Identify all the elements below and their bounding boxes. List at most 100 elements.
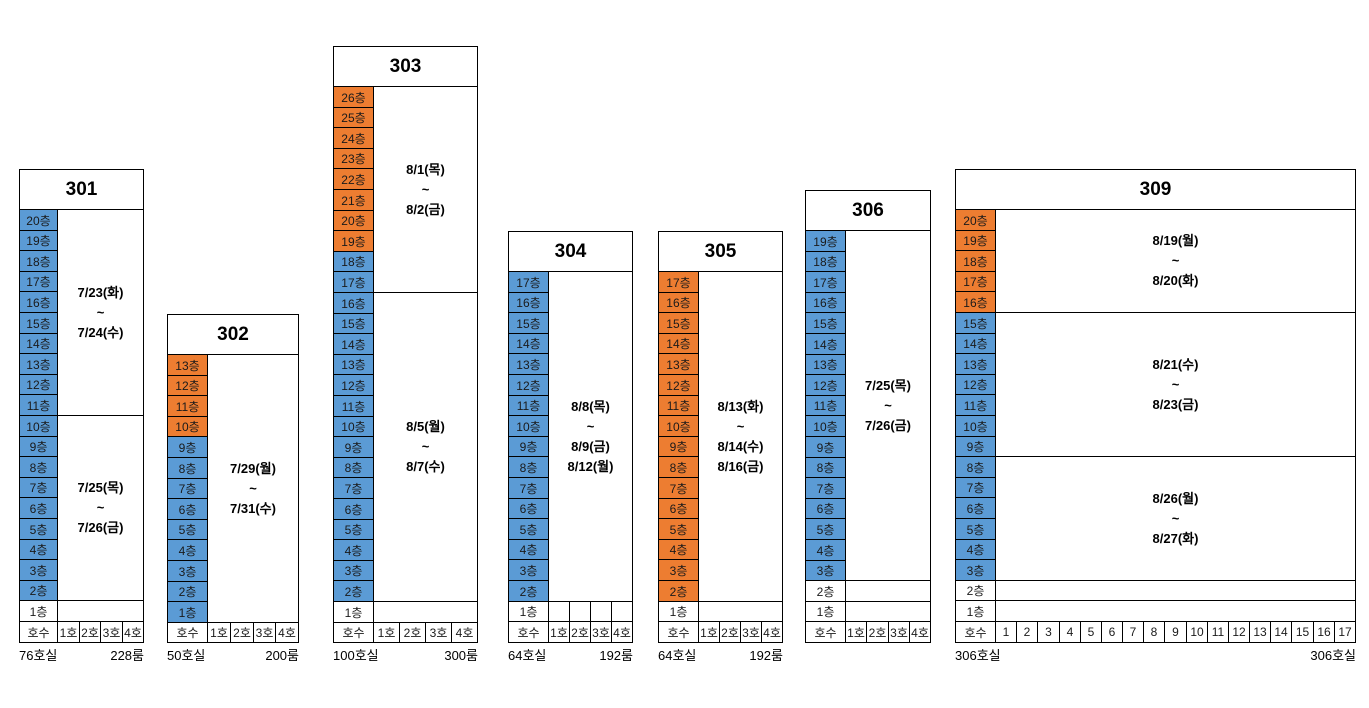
floor-cell: 16층 (658, 292, 699, 313)
floor-cell: 20층 (955, 209, 996, 231)
total-room-label: 192룸 (599, 648, 633, 663)
first-floor-subcell (569, 601, 591, 622)
floor-cell: 21층 (333, 189, 374, 211)
unit-cell: 4호 (611, 621, 633, 643)
floor-cell: 1층 (167, 601, 208, 623)
floor-cell: 17층 (333, 271, 374, 293)
schedule-section: 8/13(화) ~8/14(수) 8/16(금) (698, 271, 783, 602)
floor-cell: 2층 (658, 580, 699, 602)
building-303: 303 26층 25층 24층 23층 22층 21층 20층 19층 18층 17층 16층 15층 1… (333, 46, 478, 666)
unit-cell: 1 (995, 621, 1017, 643)
floor-cell: 17층 (508, 271, 549, 293)
schedule-date-line: 8/23(금) (1152, 396, 1199, 412)
floor-cell: 5층 (167, 519, 208, 540)
floor-cell: 18층 (333, 251, 374, 272)
schedule-date-line: ~ (736, 418, 745, 434)
floor-cell: 5층 (805, 518, 846, 540)
floor-cell: 14층 (333, 333, 374, 355)
floor-cell: 19층 (19, 230, 58, 251)
floor-cell: 4층 (955, 539, 996, 560)
room-count-label: 306호실 (955, 648, 1001, 663)
floor-cell: 17층 (658, 271, 699, 293)
first-floor-subcell (611, 601, 633, 622)
floor-cell: 10층 (167, 416, 208, 437)
unit-cell: 3호 (590, 621, 612, 643)
schedule-date-line: ~ (586, 418, 595, 434)
unit-cell: 1호 (373, 622, 400, 643)
unit-header-cell: 호수 (508, 621, 549, 643)
floor-cell: 15층 (805, 312, 846, 334)
building-306: 306 19층 18층 17층 16층 15층 14층 13층 12층 11층 10층 9층 8층 7층 6… (805, 190, 931, 666)
floor-cell: 14층 (955, 333, 996, 354)
schedule-date-line: 7/29(월) (230, 460, 276, 476)
schedule-date-line: 8/19(월) (1152, 233, 1199, 248)
schedule-date-line: 8/12(월) (567, 458, 614, 474)
unit-cell: 7 (1122, 621, 1144, 643)
building-footer: 100호실 300룸 (333, 645, 478, 664)
floor-cell: 8층 (19, 456, 58, 478)
floor-cell: 8층 (805, 457, 846, 478)
schedule-date-line: 8/2(금) (406, 201, 445, 217)
floor-cell: 7층 (508, 477, 549, 499)
schedule-date-line: 8/13(화) (717, 398, 764, 414)
building-footer: 64호실 192룸 (508, 645, 633, 664)
floor-cell: 13층 (333, 354, 374, 375)
unit-cell: 1호 (845, 621, 867, 643)
floor-cell: 6층 (333, 498, 374, 520)
floor-cell: 7층 (658, 477, 699, 499)
schedule-section (995, 600, 1356, 622)
unit-cell: 1호 (57, 621, 80, 643)
schedule-date-line: ~ (421, 181, 430, 197)
unit-cell: 4호 (909, 621, 931, 643)
schedule-section: 8/21(수) ~8/23(금) (995, 312, 1356, 457)
unit-cell: 4호 (761, 621, 783, 643)
floor-cell: 26층 (333, 86, 374, 108)
floor-cell: 2층 (508, 580, 549, 602)
floor-cell: 15층 (19, 312, 58, 334)
floor-cell: 9층 (167, 436, 208, 458)
floor-cell: 11층 (955, 394, 996, 416)
floor-cell: 6층 (167, 498, 208, 520)
schedule-date-line: ~ (96, 500, 105, 515)
floor-cell: 14층 (508, 333, 549, 354)
floor-cell: 14층 (658, 333, 699, 354)
floor-cell: 17층 (955, 271, 996, 292)
schedule-date-line: 8/7(수) (406, 459, 445, 474)
floor-cell: 23층 (333, 148, 374, 169)
floor-cell: 1층 (955, 600, 996, 622)
building-footer: 306호실 306호실 (955, 645, 1356, 664)
unit-cell: 1호 (698, 621, 720, 643)
total-room-label: 306호실 (1310, 648, 1356, 663)
floor-cell: 2층 (19, 580, 58, 601)
floor-cell: 22층 (333, 168, 374, 190)
schedule-date-line: ~ (1171, 510, 1180, 526)
floor-cell: 17층 (19, 271, 58, 292)
schedule-date-line: 8/5(월) (406, 419, 445, 434)
floor-cell: 6층 (955, 497, 996, 519)
schedule-date-line: 8/14(수) (717, 438, 764, 454)
room-count-label: 64호실 (508, 648, 547, 663)
floor-cell: 1층 (805, 601, 846, 622)
floor-cell: 4층 (658, 539, 699, 560)
unit-cell: 6 (1101, 621, 1123, 643)
floor-cell: 2층 (333, 580, 374, 602)
floor-cell: 7층 (333, 477, 374, 499)
room-count-label: 76호실 (19, 648, 58, 663)
unit-cell: 11 (1207, 621, 1229, 643)
floor-cell: 12층 (805, 374, 846, 396)
building-title: 306 (805, 190, 931, 231)
total-room-label: 200룸 (265, 648, 299, 663)
building-title: 303 (333, 46, 478, 87)
schedule-date-line: ~ (1171, 253, 1180, 268)
schedule-section (57, 600, 144, 622)
floor-cell: 10층 (333, 416, 374, 437)
floor-cell: 17층 (805, 271, 846, 293)
floor-cell: 5층 (19, 518, 58, 540)
unit-header-cell: 호수 (333, 622, 374, 643)
total-room-label: 192룸 (749, 648, 783, 663)
floor-cell: 13층 (19, 353, 58, 375)
floor-cell: 12층 (955, 374, 996, 395)
schedule-date-line: 8/20(화) (1152, 273, 1199, 288)
floor-cell: 5층 (508, 518, 549, 540)
